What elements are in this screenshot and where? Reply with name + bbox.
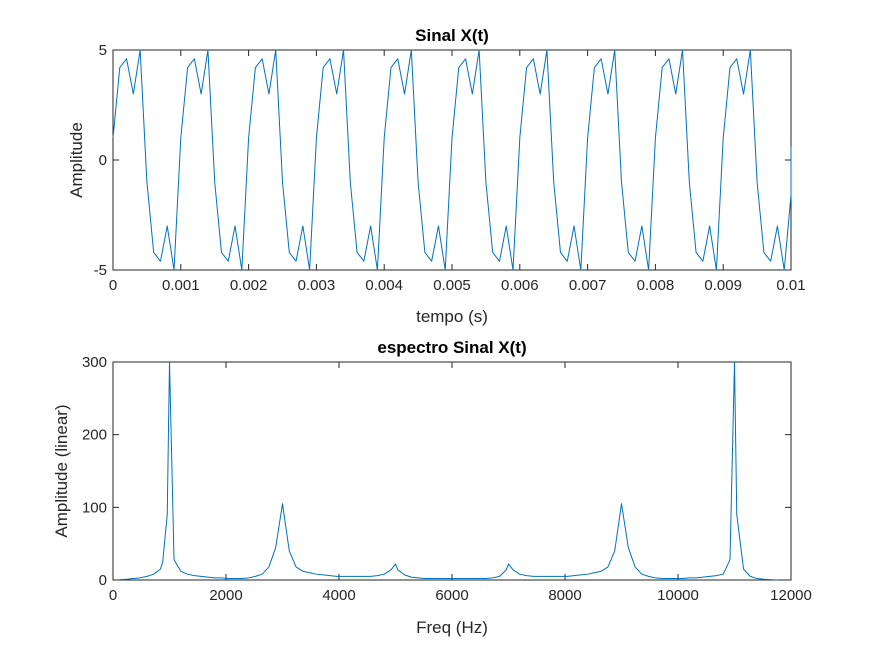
spectrum-plot-xtick-label: 6000 [435,587,468,604]
time-plot-ytick-label: 0 [99,152,107,169]
spectrum-plot-xtick-label: 8000 [548,587,581,604]
spectrum-plot-xtick-label: 4000 [322,587,355,604]
time-plot-ylabel: Amplitude [67,122,86,198]
time-plot-xtick-label: 0.003 [298,277,336,294]
time-plot-xtick-label: 0 [109,277,117,294]
spectrum-plot-ytick-label: 0 [99,572,107,589]
time-plot-xtick-label: 0.007 [569,277,607,294]
time-plot-ticks [112,49,792,271]
spectrum-plot-lines [119,361,778,581]
time-plot-series-line [112,49,792,271]
time-plot-ytick-label: 5 [99,42,107,59]
spectrum-plot-xtick-label: 12000 [770,587,812,604]
spectrum-plot-ylabel: Amplitude (linear) [52,404,71,537]
spectrum-plot-ytick-label: 100 [82,499,107,516]
time-plot-frame [112,49,792,271]
time-plot-xtick-label: 0.002 [230,277,268,294]
spectrum-plot-frame [112,361,792,581]
time-plot-xtick-label: 0.004 [365,277,403,294]
spectrum-plot-ytick-label: 200 [82,427,107,444]
time-plot-title: Sinal X(t) [415,26,489,45]
spectrum-plot-series-line [119,361,778,581]
time-plot-xtick-label: 0.001 [162,277,200,294]
time-plot-axes: 0 0.001 0.002 0.003 0.004 0.005 0.006 0.007 0.00… [67,26,806,326]
time-plot-xtick-label: 0.009 [704,277,742,294]
time-plot-lines [112,49,792,271]
spectrum-plot-xtick-label: 2000 [209,587,242,604]
spectrum-plot-xlabel: Freq (Hz) [416,618,488,637]
spectrum-plot-tick-labels: 0 2000 4000 6000 8000 10000 12000 0 100 200 300 [82,354,812,604]
time-plot-xtick-label: 0.005 [433,277,471,294]
spectrum-plot-axes: 0 2000 4000 6000 8000 10000 12000 0 100 200 300 es… [52,338,812,637]
spectrum-plot-ticks [112,361,792,581]
spectrum-plot-xtick-label: 10000 [657,587,699,604]
time-plot-tick-labels: 0 0.001 0.002 0.003 0.004 0.005 0.006 0.007 0.00… [94,42,806,294]
time-plot-xtick-label: 0.01 [776,277,805,294]
spectrum-plot-ytick-label: 300 [82,354,107,371]
time-plot-xtick-label: 0.006 [501,277,539,294]
time-plot-ytick-label: -5 [94,262,107,279]
time-plot-xlabel: tempo (s) [416,307,488,326]
time-plot-xtick-label: 0.008 [637,277,675,294]
spectrum-plot-xtick-label: 0 [109,587,117,604]
spectrum-plot-title: espectro Sinal X(t) [377,338,526,357]
